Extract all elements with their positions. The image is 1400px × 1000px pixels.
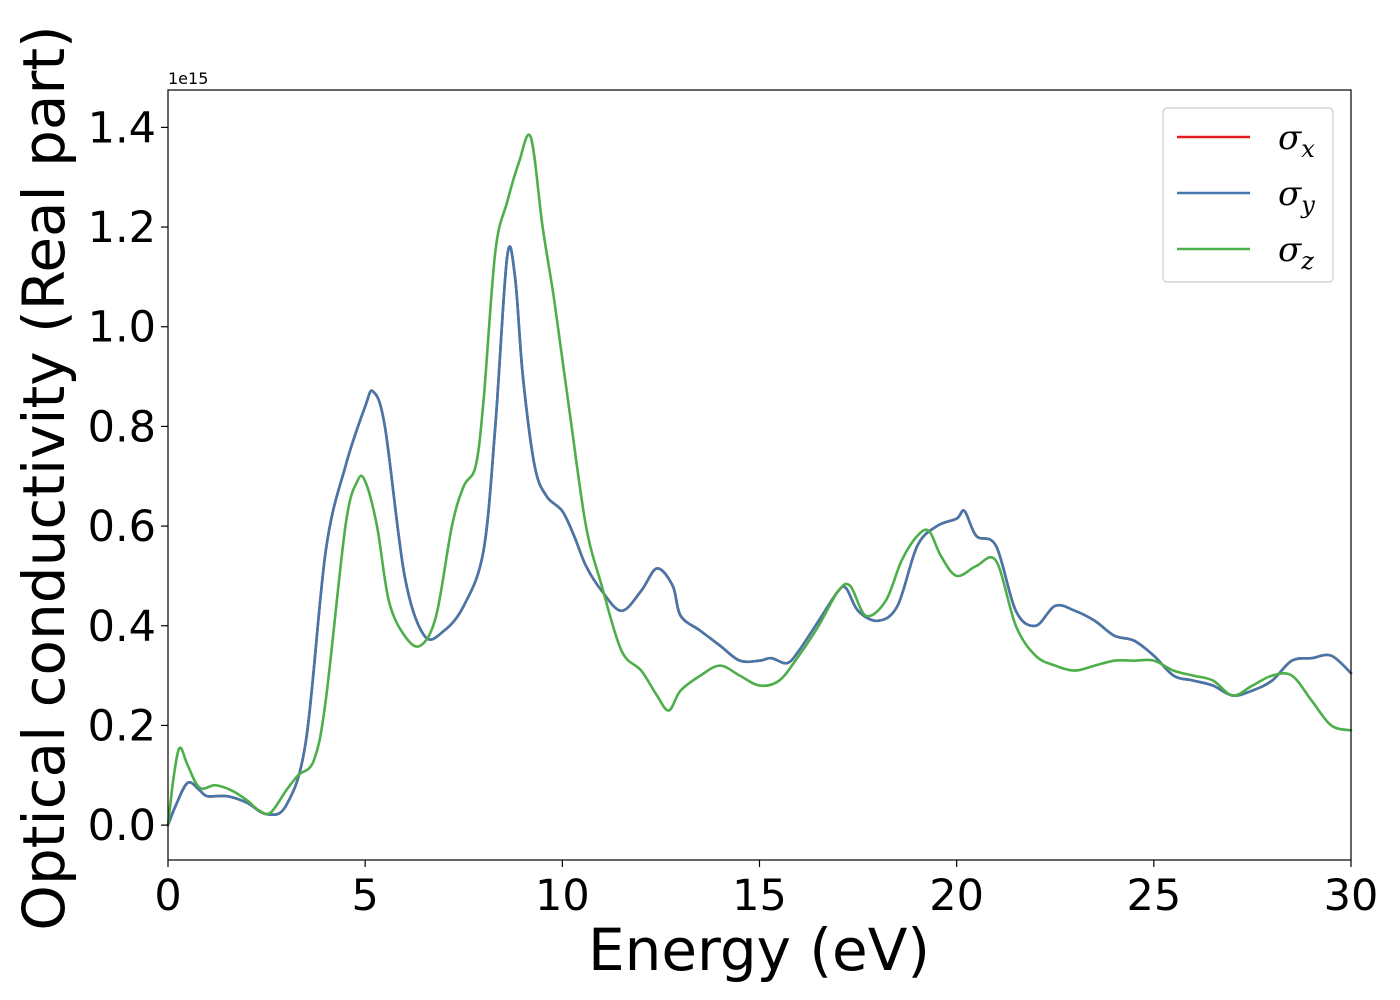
series-line-z <box>166 133 1353 827</box>
legend-label-z: σz <box>1278 230 1314 275</box>
series-layer <box>166 133 1353 827</box>
x-tick-label: 25 <box>1126 871 1181 921</box>
y-tick-label: 0.2 <box>88 701 156 751</box>
x-tick-label: 0 <box>154 871 181 921</box>
y-tick-label: 0.6 <box>88 502 156 552</box>
y-offset-label: 1e15 <box>168 69 208 88</box>
x-tick-label: 30 <box>1324 871 1379 921</box>
legend: σx σy σz <box>1162 107 1334 283</box>
x-tick-label: 20 <box>929 871 984 921</box>
y-tick-label: 1.4 <box>88 103 156 153</box>
x-axis-title: Energy (eV) <box>588 916 930 984</box>
legend-label-y: σy <box>1278 174 1315 219</box>
x-tick-label: 5 <box>351 871 378 921</box>
y-tick-label: 0.8 <box>88 402 156 452</box>
y-axis: 0.0 0.2 0.4 0.6 0.8 1.0 1.2 1.4 <box>88 103 168 851</box>
x-axis: 0 5 10 15 20 25 30 <box>154 860 1378 921</box>
y-tick-label: 1.2 <box>88 203 156 253</box>
y-tick-label: 0.4 <box>88 602 156 652</box>
legend-label-x: σx <box>1278 118 1315 163</box>
y-axis-title: Optical conductivity (Real part) <box>10 25 78 930</box>
x-tick-label: 10 <box>535 871 590 921</box>
y-tick-label: 0.0 <box>88 801 156 851</box>
y-tick-label: 1.0 <box>88 303 156 353</box>
series-line-y <box>166 245 1353 827</box>
x-tick-label: 15 <box>732 871 787 921</box>
legend-box <box>1162 107 1334 283</box>
